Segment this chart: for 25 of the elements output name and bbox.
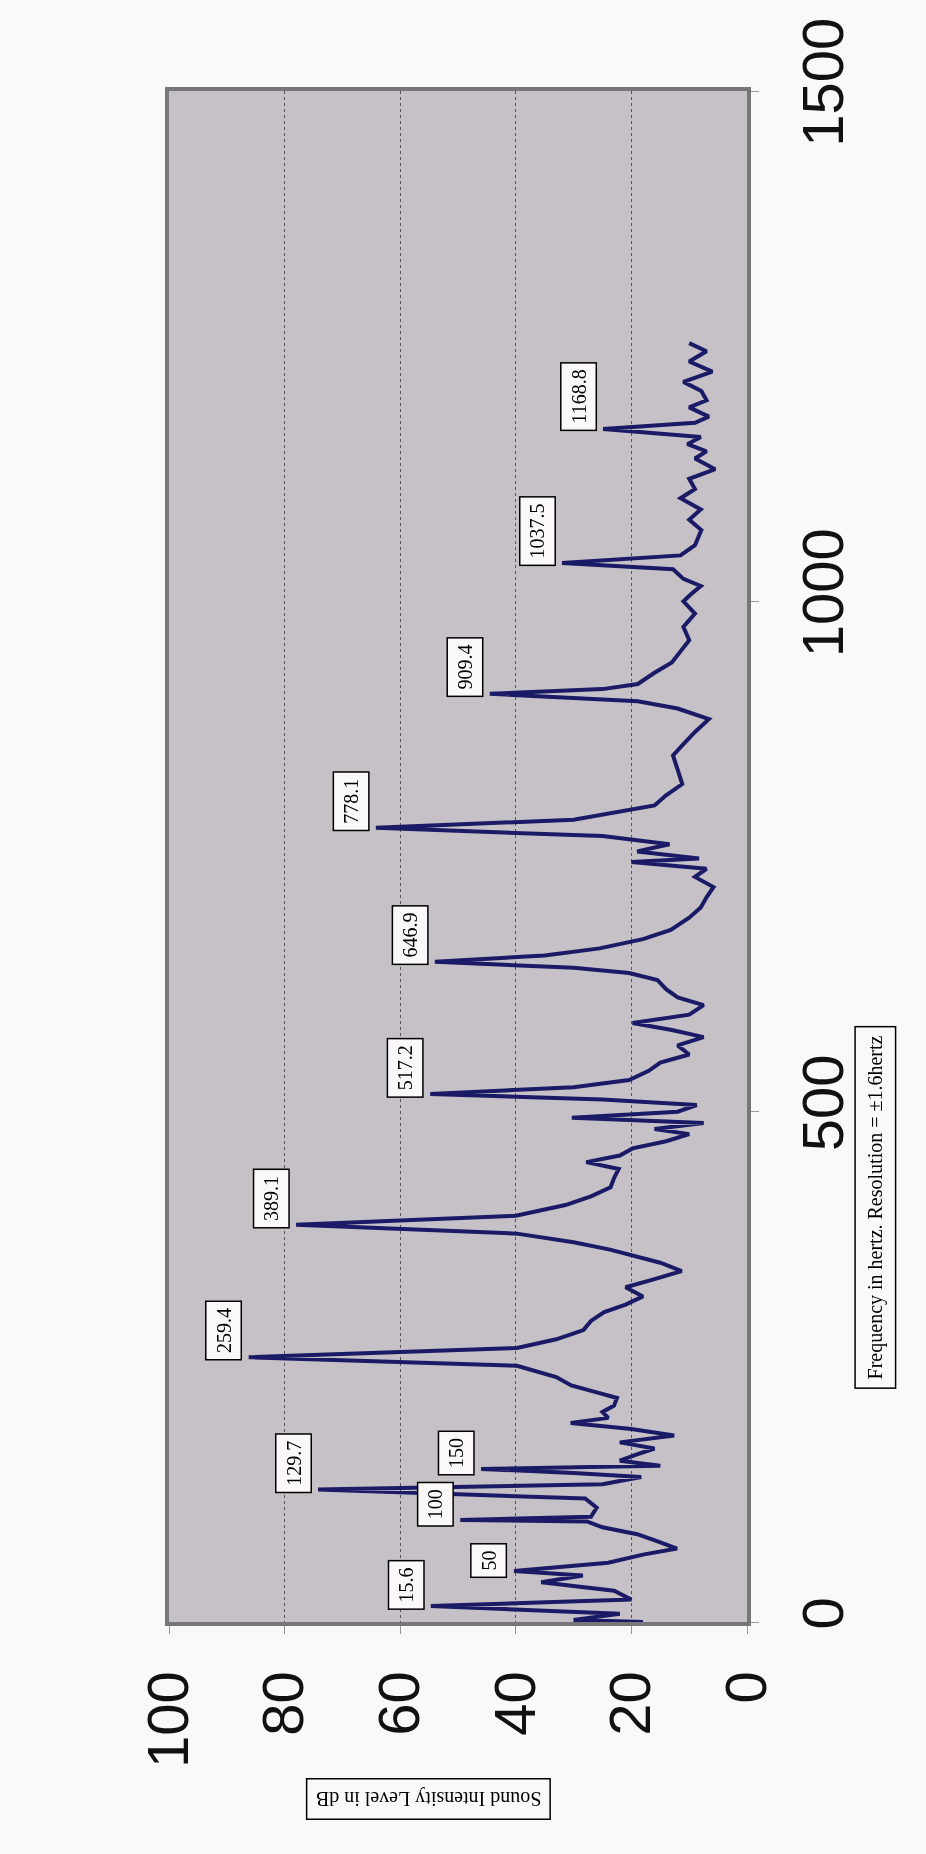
annotation: 100: [424, 1489, 447, 1520]
y-tick-label: 1500: [789, 17, 855, 147]
x-axis-title: Sound Intensity Level in dB: [315, 1787, 542, 1811]
y-axis-title: Frequency in hertz. Resolution = ±1.6hertz: [863, 1035, 887, 1380]
x-tick-label: 100: [134, 1671, 200, 1768]
annotation: 129.7: [282, 1440, 305, 1486]
x-tick-label: 60: [366, 1671, 432, 1736]
x-tick-label: 40: [481, 1671, 547, 1736]
annotation: 1168.8: [567, 369, 590, 424]
annotation: 15.6: [395, 1567, 418, 1603]
annotation: 389.1: [260, 1176, 283, 1222]
annotation: 150: [445, 1438, 468, 1469]
x-tick-label: 80: [250, 1671, 316, 1736]
annotation: 517.2: [394, 1045, 417, 1091]
annotation: 1037.5: [526, 503, 549, 559]
annotation: 778.1: [340, 778, 363, 824]
y-tick-label: 500: [789, 1054, 855, 1152]
annotation: 646.9: [399, 912, 422, 958]
annotation: 50: [477, 1550, 500, 1571]
x-tick-label: 0: [712, 1671, 778, 1704]
y-tick-label: 1000: [789, 528, 855, 658]
y-tick-label: 0: [789, 1597, 855, 1630]
annotation: 909.4: [453, 644, 476, 690]
annotation: 259.4: [212, 1308, 235, 1353]
x-tick-label: 20: [597, 1671, 663, 1736]
